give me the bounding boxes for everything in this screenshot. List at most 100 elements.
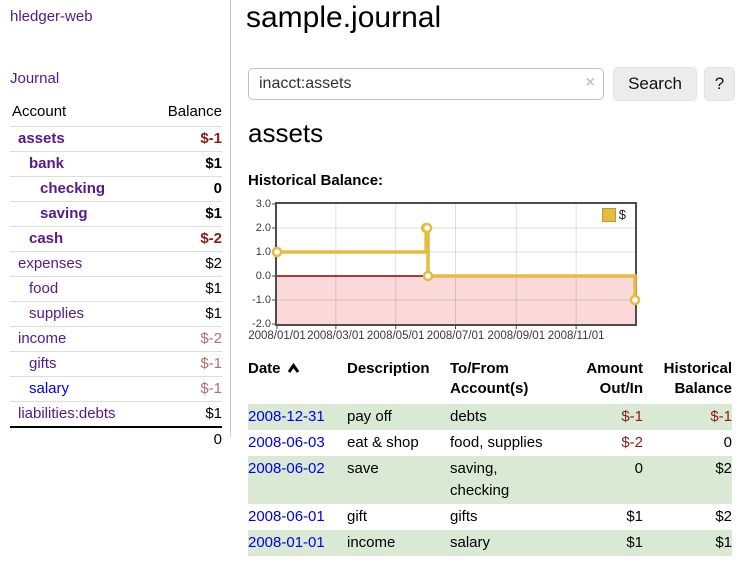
brand-link[interactable]: hledger-web [10,8,93,25]
transaction-accounts: debts [450,408,487,425]
account-total-row: 0 [10,427,222,452]
account-balance: $-1 [148,126,222,152]
account-link-checking[interactable]: checking [40,180,106,197]
search-form: × [248,68,604,100]
search-button[interactable]: Search [613,67,697,101]
account-balance: 0 [148,176,222,202]
account-row: income $-2 [10,326,222,352]
chart-plot: $ [271,202,641,329]
chart-title: Historical Balance: [248,172,384,189]
account-tree-table: Account Balance assets $-1 bank $1 check… [10,100,222,452]
transaction-accounts: saving, checking [450,460,510,499]
account-link-assets[interactable]: assets [18,130,65,147]
register-table: Date Description To/From Account(s) Amou… [248,359,732,556]
account-total-balance: 0 [213,431,222,448]
page-title: sample.journal [246,1,442,34]
help-button[interactable]: ? [704,67,735,101]
transaction-balance: $-1 [710,408,732,425]
x-tick-label: 2008/11/01 [547,330,605,342]
x-tick-label: 2008/01/01 [248,330,306,342]
account-link-income[interactable]: income [18,330,67,347]
transaction-date-link[interactable]: 2008-06-02 [248,460,325,477]
account-row: saving $1 [10,201,222,227]
account-link-gifts[interactable]: gifts [29,355,57,372]
y-tick-label: 3.0 [255,198,271,210]
legend-swatch-icon [601,207,616,222]
transaction-row[interactable]: 2008-06-01 gift gifts $1 $2 [248,504,732,530]
chart-legend: $ [601,207,626,222]
account-row: salary $-1 [10,376,222,402]
transaction-row[interactable]: 2008-06-02 save saving, checking 0 $2 [248,456,732,504]
transaction-amount: $1 [626,534,643,551]
transaction-balance: $2 [715,460,732,477]
legend-label: $ [618,207,626,222]
transaction-accounts: salary [450,534,491,551]
transaction-amount: $-2 [621,434,643,451]
x-tick-label: 2008/07/01 [426,330,485,342]
y-tick-label: 0.0 [255,270,271,282]
y-tick-label: -2.0 [252,318,271,330]
transaction-accounts: food, supplies [450,434,543,451]
balance-column-header: Balance [167,103,222,120]
nav-journal-link[interactable]: Journal [10,70,60,87]
clear-search-icon[interactable]: × [585,74,595,91]
account-row: expenses $2 [10,251,222,277]
account-row: bank $1 [10,151,222,177]
transaction-row[interactable]: 2008-01-01 income salary $1 $1 [248,530,732,556]
account-link-saving[interactable]: saving [40,205,88,222]
transaction-date-link[interactable]: 2008-01-01 [248,534,325,551]
account-row: food $1 [10,276,222,302]
balance-column-header: Historical Balance [663,360,732,397]
account-column-header: Account [12,103,67,120]
transaction-description: save [347,460,379,477]
sort-ascending-icon [287,362,299,373]
transaction-description: eat & shop [347,434,419,451]
account-link-cash[interactable]: cash [29,230,64,247]
transaction-date-link[interactable]: 2008-12-31 [248,408,325,425]
account-row: assets $-1 [10,126,222,152]
account-link-expenses[interactable]: expenses [18,255,83,272]
account-row: cash $-2 [10,226,222,252]
amount-column-header: Amount Out/In [586,360,643,397]
account-row: checking 0 [10,176,222,202]
account-balance: $1 [148,276,222,302]
account-balance: $1 [148,201,222,227]
transaction-description: gift [347,508,368,525]
y-tick-label: 2.0 [255,222,271,234]
transaction-description: pay off [347,408,392,425]
x-tick-label: 2008/09/01 [487,330,546,342]
transaction-amount: $-1 [621,408,643,425]
y-tick-label: 1.0 [255,246,271,258]
transaction-accounts: gifts [450,508,478,525]
transaction-row[interactable]: 2008-12-31 pay off debts $-1 $-1 [248,404,732,430]
account-balance: $-1 [148,376,222,402]
account-balance: $1 [148,401,222,428]
account-link-liabilities-debts[interactable]: liabilities:debts [18,405,116,422]
account-row: supplies $1 [10,301,222,327]
account-link-salary[interactable]: salary [29,380,70,397]
date-column-label: Date [248,360,281,377]
transaction-balance: $1 [715,534,732,551]
account-row: liabilities:debts $1 [10,401,222,428]
account-balance: $1 [148,301,222,327]
transaction-balance: $2 [715,508,732,525]
search-input[interactable] [248,68,604,100]
account-link-food[interactable]: food [29,280,59,297]
account-link-supplies[interactable]: supplies [29,305,85,322]
transaction-amount: 0 [634,460,643,477]
transaction-date-link[interactable]: 2008-06-01 [248,508,325,525]
account-heading: assets [248,118,324,148]
date-column-header[interactable]: Date [248,359,347,404]
description-column-header: Description [347,360,430,377]
transaction-description: income [347,534,396,551]
transaction-balance: 0 [723,434,732,451]
account-balance: $-1 [148,351,222,377]
x-tick-label: 2008/05/01 [366,330,425,342]
account-link-bank[interactable]: bank [29,155,65,172]
account-row: gifts $-1 [10,351,222,377]
account-balance: $1 [148,151,222,177]
accounts-column-header: To/From Account(s) [450,360,529,397]
transaction-row[interactable]: 2008-06-03 eat & shop food, supplies $-2… [248,430,732,456]
transaction-date-link[interactable]: 2008-06-03 [248,434,325,451]
